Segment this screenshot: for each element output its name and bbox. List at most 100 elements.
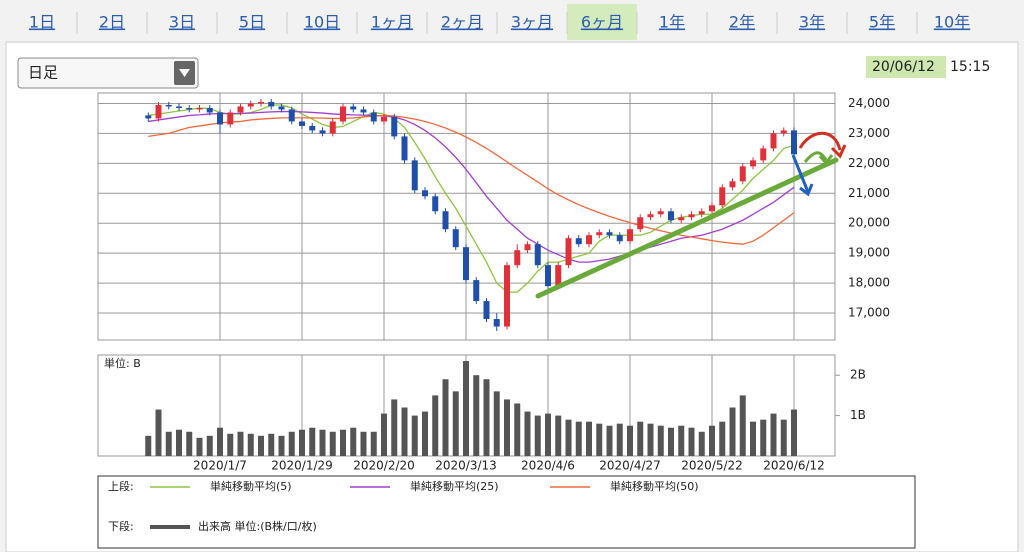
candle-body: [299, 121, 305, 126]
candle-body: [442, 211, 449, 230]
volume-bar: [411, 415, 418, 456]
volume-bar: [186, 431, 193, 456]
tab[interactable]: 3日: [169, 13, 195, 32]
volume-bar: [596, 423, 603, 456]
candle-body: [473, 280, 480, 302]
candle-body: [678, 217, 685, 221]
candle-body: [555, 265, 562, 287]
volume-bar: [360, 431, 367, 456]
candle-body: [668, 211, 674, 221]
volume-bar: [329, 431, 336, 456]
candle-body: [268, 101, 275, 107]
tab-selected-bg: [567, 4, 637, 40]
legend-label: 単純移動平均(25): [410, 479, 499, 493]
interval-select[interactable]: 日足: [17, 57, 199, 89]
legend-box: [97, 475, 916, 549]
y-tick-label: 22,000: [848, 156, 890, 170]
tab[interactable]: 6ヶ月: [581, 13, 623, 32]
candle-body: [391, 116, 398, 137]
x-tick-label: 2020/5/22: [681, 459, 743, 473]
volume-bar: [719, 421, 726, 456]
x-tick-label: 2020/4/27: [599, 459, 661, 473]
candle-body: [627, 229, 633, 242]
candle-body: [196, 107, 203, 110]
candle-body: [791, 130, 797, 155]
volume-bar: [739, 395, 746, 456]
volume-bar: [729, 407, 736, 456]
tab[interactable]: 2日: [99, 13, 125, 32]
volume-bar: [155, 409, 162, 456]
volume-bar: [340, 429, 346, 456]
tab[interactable]: 1年: [659, 13, 685, 32]
ma-line: [148, 110, 795, 263]
volume-bar: [401, 407, 408, 456]
y-tick-label: 24,000: [848, 96, 890, 110]
candle-body: [637, 217, 644, 230]
candle-body: [278, 106, 285, 110]
volume-bar: [606, 425, 613, 456]
legend-label: 単純移動平均(5): [210, 479, 292, 493]
candle-body: [432, 196, 439, 212]
y-tick-label: 17,000: [848, 306, 890, 320]
candle-body: [606, 232, 613, 236]
legend-lower: 下段:: [108, 519, 134, 533]
volume-bar: [165, 431, 172, 456]
candle-body: [729, 181, 736, 188]
volume-bar: [247, 433, 254, 456]
plots: 2020/1/7 2020/1/29 2020/2/20 2020/3/13 2020/…: [98, 93, 890, 533]
volume-bar: [319, 429, 326, 456]
candle-body: [340, 106, 346, 122]
volume-bar: [524, 411, 531, 456]
candle-body: [504, 265, 510, 327]
select-arrow: [179, 69, 190, 77]
select-box[interactable]: [17, 57, 199, 89]
volume-bar: [657, 425, 664, 456]
tab-bar: 1日 2日 3日 5日 10日 1ヶ月 2ヶ月 3ヶ月 6ヶ月 1年 2年 3年 5年 10年: [29, 4, 970, 40]
volume-bar: [575, 421, 582, 456]
tab[interactable]: 5日: [239, 13, 265, 32]
candle-body: [739, 166, 746, 182]
x-tick-label: 2020/2/20: [353, 459, 415, 473]
volume-bar: [534, 415, 541, 456]
volume-bar: [206, 435, 213, 456]
volume-bar: [196, 437, 203, 456]
volume-bar: [268, 433, 275, 456]
x-tick-label: 2020/4/6: [521, 459, 575, 473]
candle-body: [483, 301, 490, 320]
candle-body: [370, 112, 377, 122]
tab[interactable]: 1ヶ月: [371, 13, 413, 32]
candle-body: [463, 247, 469, 281]
volume-bar: [586, 421, 592, 456]
candle-body: [401, 136, 408, 161]
volume-bar: [555, 415, 562, 456]
candle-body: [422, 190, 428, 197]
tab[interactable]: 5年: [869, 13, 895, 32]
volume-bar: [217, 427, 223, 456]
legend-label: 出来高 単位:(B株/口/枚): [198, 519, 317, 533]
tab[interactable]: 10年: [934, 13, 970, 32]
candle-body: [381, 116, 387, 122]
volume-bar: [463, 361, 469, 456]
volume-bar: [791, 409, 797, 456]
tab[interactable]: 1日: [29, 13, 55, 32]
y-tick-label: 19,000: [848, 246, 890, 260]
volume-bar: [647, 423, 654, 456]
volume-bar: [432, 395, 439, 456]
candle-body: [350, 106, 357, 110]
tab[interactable]: 2ヶ月: [441, 13, 483, 32]
tab[interactable]: 10日: [304, 13, 340, 32]
volume-bar: [442, 379, 449, 456]
candle-body: [247, 103, 254, 107]
tab[interactable]: 3年: [799, 13, 825, 32]
trend-line: [535, 157, 839, 299]
volume-bar: [616, 423, 623, 456]
volume-bar: [637, 421, 644, 456]
red-arrow: [798, 131, 847, 159]
candle-body: [186, 107, 193, 110]
candle-body: [288, 109, 295, 122]
select-value[interactable]: 日足: [28, 64, 58, 82]
tab[interactable]: 2年: [729, 13, 755, 32]
candle-body: [176, 106, 182, 108]
tab[interactable]: 3ヶ月: [511, 13, 553, 32]
volume-bar: [698, 431, 705, 456]
